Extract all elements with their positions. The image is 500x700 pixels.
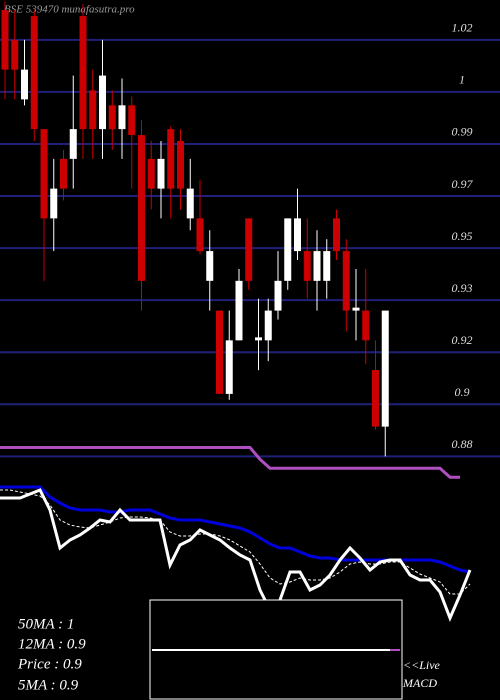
candle-body [381,310,389,427]
indicator-line [0,489,471,595]
stat: 12MA : 0.9 [18,636,86,652]
candle-body [40,129,48,219]
candle-body [138,135,145,281]
candle-body [274,280,282,311]
candle-body [372,370,379,427]
candle-body [196,218,204,252]
y-tick-label: 0.88 [452,437,473,451]
stat: 50MA : 1 [18,616,74,632]
y-tick-label: 0.93 [452,281,473,295]
candle-body [245,218,253,281]
candle-body [79,16,87,130]
candle-body [108,105,116,130]
candle-body [323,251,331,281]
candle-body [216,310,223,394]
candle-body [294,218,301,252]
moving-average [0,445,460,479]
y-tick-label: 0.95 [452,229,473,243]
y-tick-label: 1 [459,73,465,87]
y-tick-label: 1.02 [452,21,473,35]
live-label: MACD [402,676,437,690]
candle-body [342,251,350,311]
live-label: <<Live [403,658,441,672]
indicator-line [0,488,472,622]
candle-body [89,90,97,130]
candle-body [21,69,28,100]
candle-body [60,158,67,189]
candle-body [313,251,321,281]
candle-body [128,105,136,136]
candle-body [303,251,311,281]
candle-body [118,105,126,130]
candle-body [255,337,262,341]
candle-body [30,16,38,130]
candle-body [235,280,243,341]
candle-body [186,188,194,219]
candle-body [69,129,77,159]
candle-body [50,188,58,219]
candle-body [147,158,155,189]
candle-body [284,218,292,281]
candle-body [264,310,272,341]
candle-body [352,307,360,311]
chart-title: BSE 539470 munafasutra.pro [4,4,135,16]
candle-body [157,158,165,189]
stat: Price : 0.9 [17,656,82,672]
candle-body [11,39,19,70]
candle-body [167,129,175,189]
candle-body [99,75,106,130]
candle-body [206,251,214,281]
candle-body [362,310,370,341]
y-tick-label: 0.92 [452,333,473,347]
candle-body [333,218,340,252]
y-tick-label: 0.97 [452,177,474,191]
candle-body [225,340,233,394]
stat: 5MA : 0.9 [18,677,79,693]
candle-body [1,10,9,70]
y-tick-label: 0.9 [455,385,470,399]
y-tick-label: 0.99 [452,125,473,139]
candle-body [177,141,184,189]
